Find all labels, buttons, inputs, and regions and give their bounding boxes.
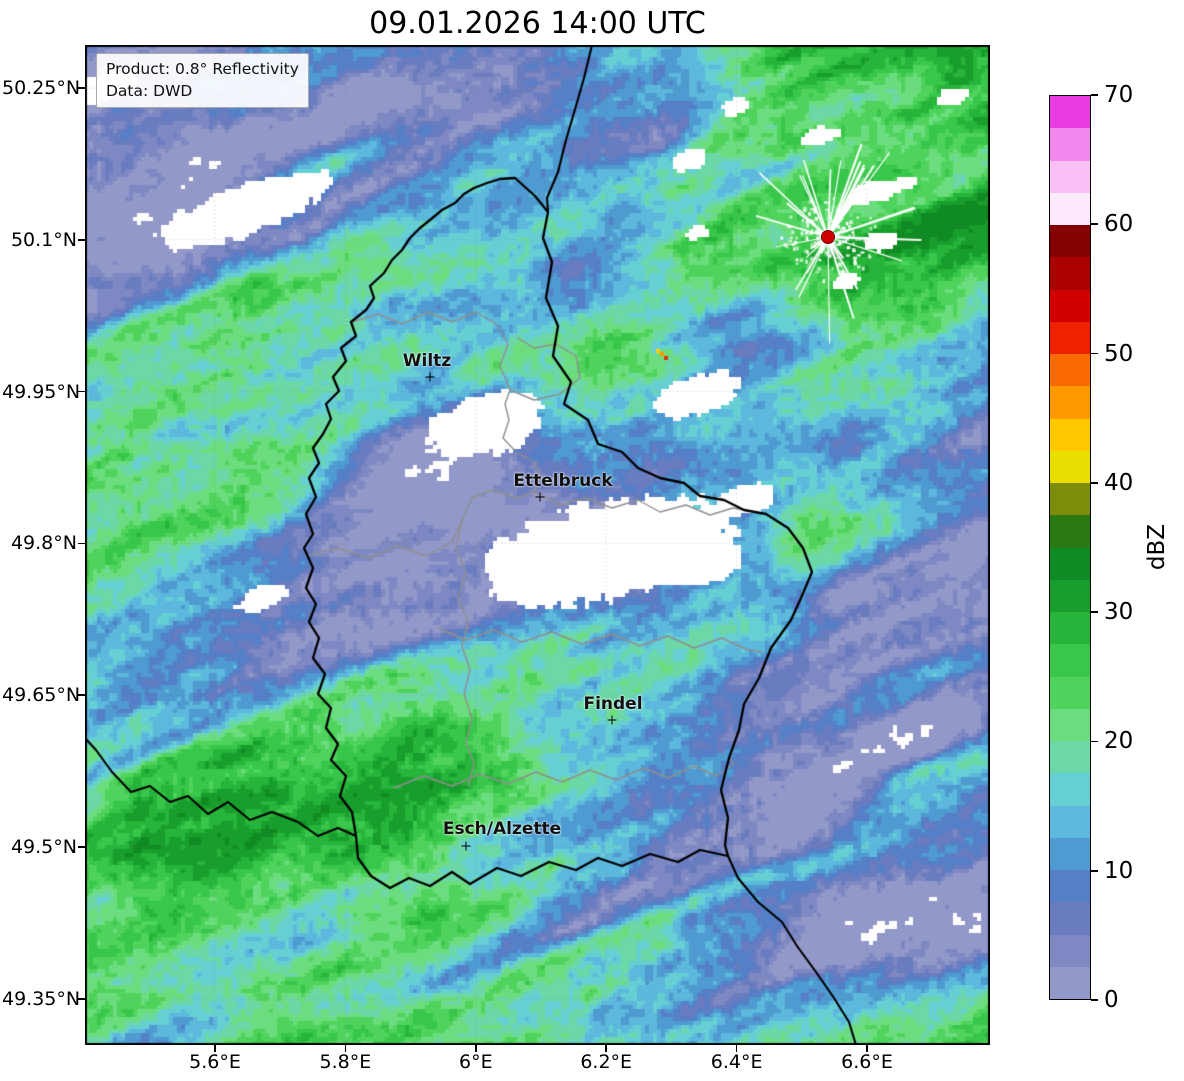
colorbar-tick-label: 70 xyxy=(1104,82,1134,108)
product-info-line: Product: 0.8° Reflectivity xyxy=(106,60,299,78)
city-marker xyxy=(425,372,435,382)
colorbar-band xyxy=(1050,514,1090,548)
lat-tick-label: 49.35°N xyxy=(2,987,81,1010)
lat-tick-label: 49.65°N xyxy=(2,684,81,707)
colorbar-tick-label: 30 xyxy=(1104,599,1134,626)
colorbar-tick-label: 40 xyxy=(1104,469,1134,496)
city-marker xyxy=(461,841,471,851)
city-label: Ettelbruck xyxy=(513,471,613,491)
lon-tick-mark xyxy=(605,1045,607,1052)
colorbar-tick-mark xyxy=(1091,482,1098,484)
lat-tick-label: 50.1°N xyxy=(10,228,77,251)
colorbar-band xyxy=(1050,320,1090,354)
colorbar-band xyxy=(1050,611,1090,645)
lat-tick-label: 49.5°N xyxy=(10,836,77,858)
colorbar-tick-mark xyxy=(1091,611,1098,613)
lon-tick-label: 6.6°E xyxy=(841,1051,893,1073)
lon-tick-mark xyxy=(475,1045,477,1052)
lat-tick-mark xyxy=(78,542,85,545)
colorbar-tick-label: 20 xyxy=(1104,728,1134,755)
lon-tick-mark xyxy=(214,1045,216,1052)
colorbar-tick-mark xyxy=(1091,869,1098,872)
lon-tick-label: 6.2°E xyxy=(580,1051,633,1073)
colorbar-band xyxy=(1050,191,1090,225)
colorbar-tick-label: 0 xyxy=(1104,987,1119,1013)
colorbar-unit-label: dBZ xyxy=(1144,523,1170,571)
colorbar-band xyxy=(1050,546,1090,580)
lon-tick-mark xyxy=(866,1045,868,1052)
colorbar-band xyxy=(1050,804,1090,838)
colorbar-band xyxy=(1050,288,1090,322)
colorbar-band xyxy=(1050,869,1090,903)
colorbar-band xyxy=(1050,385,1090,419)
lat-tick-mark xyxy=(78,998,85,1000)
lon-tick-label: 6°E xyxy=(459,1051,493,1073)
colorbar-band xyxy=(1050,675,1090,709)
colorbar-band xyxy=(1050,159,1090,193)
colorbar-band xyxy=(1050,965,1090,999)
colorbar-tick-mark xyxy=(1091,223,1098,226)
lat-tick-mark xyxy=(78,390,85,393)
colorbar-band xyxy=(1050,256,1090,290)
colorbar-tick-label: 10 xyxy=(1104,857,1134,884)
colorbar-band xyxy=(1050,643,1090,677)
data-source-line: Data: DWD xyxy=(106,82,193,101)
colorbar-tick-mark xyxy=(1091,352,1098,355)
colorbar-band xyxy=(1050,224,1090,258)
colorbar-band xyxy=(1050,417,1090,451)
product-info-box: Product: 0.8° Reflectivity Data: DWD xyxy=(96,53,309,108)
radar-site-marker xyxy=(821,230,835,244)
colorbar-band xyxy=(1050,353,1090,387)
city-label: Findel xyxy=(583,694,643,714)
colorbar-band xyxy=(1050,127,1090,161)
colorbar-band xyxy=(1050,740,1090,774)
colorbar-band xyxy=(1050,96,1090,129)
colorbar-band xyxy=(1050,836,1090,870)
lat-tick-mark xyxy=(78,694,85,696)
lon-tick-label: 6.4°E xyxy=(710,1051,763,1073)
colorbar-tick-label: 50 xyxy=(1104,340,1134,367)
lat-tick-mark xyxy=(78,239,85,241)
colorbar-band xyxy=(1050,707,1090,741)
lon-tick-label: 5.8°E xyxy=(319,1051,372,1073)
lat-tick-label: 49.95°N xyxy=(2,380,81,403)
lat-tick-mark xyxy=(78,87,85,89)
colorbar-band xyxy=(1050,772,1090,806)
lon-tick-mark xyxy=(344,1045,347,1052)
city-label: Wiltz xyxy=(402,351,452,371)
radar-reflectivity-map xyxy=(85,45,990,1045)
colorbar-tick-label: 60 xyxy=(1104,211,1134,238)
colorbar-band xyxy=(1050,482,1090,516)
lon-tick-label: 5.6°E xyxy=(189,1051,241,1073)
city-marker xyxy=(535,492,545,502)
lon-tick-mark xyxy=(735,1045,738,1052)
lat-tick-mark xyxy=(78,846,85,848)
city-label: Esch/Alzette xyxy=(442,819,562,839)
colorbar-tick-mark xyxy=(1091,94,1098,96)
figure-title: 09.01.2026 14:00 UTC xyxy=(369,6,706,41)
colorbar-band xyxy=(1050,578,1090,612)
city-marker xyxy=(607,715,617,725)
colorbar-tick-mark xyxy=(1091,999,1098,1001)
colorbar-tick-mark xyxy=(1091,740,1098,743)
colorbar-band xyxy=(1050,933,1090,967)
lat-tick-label: 49.8°N xyxy=(10,532,77,555)
colorbar xyxy=(1049,95,1091,1000)
lat-tick-label: 50.25°N xyxy=(2,77,81,99)
colorbar-band xyxy=(1050,449,1090,483)
colorbar-band xyxy=(1050,901,1090,935)
